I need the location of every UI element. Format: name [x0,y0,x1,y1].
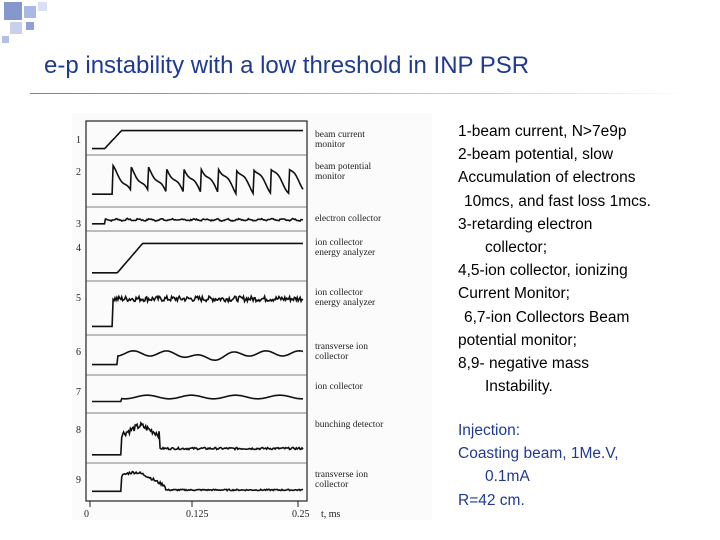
oscilloscope-figure: 1 2 3 4 5 6 7 8 9 beam current monitor beam potenti… [72,113,432,520]
trace-label: electron collector [315,214,382,224]
trace-label: transverse ion [315,470,368,480]
trace-label: collector [315,352,349,362]
description-line: 2-beam potential, slow [458,146,614,164]
title-underline [30,93,690,94]
injection-line: 0.1mA [485,468,530,486]
trace-7 [92,394,303,403]
row-number: 9 [76,475,81,486]
description-line: Instability. [485,378,553,396]
trace-label: bunching detector [315,420,384,430]
description-text: 1-beam current, N>7e9p 2-beam potential, … [458,120,708,398]
trace-label: monitor [315,140,346,150]
x-axis-unit: t, ms [321,509,341,520]
injection-line: R=42 cm. [458,491,525,509]
row-number: 4 [76,243,81,254]
trace-6 [92,349,304,366]
description-line: 3-retarding electron [458,215,593,233]
row-number: 5 [76,293,81,304]
x-tick-label: 0.125 [186,509,209,520]
row-number: 3 [76,219,81,230]
trace-label: collector [315,480,349,490]
trace-4 [92,242,303,274]
figure-frame [85,120,308,502]
trace-label: ion collector [315,382,364,392]
injection-line: Coasting beam, 1Me.V, [458,445,619,463]
trace-1 [92,129,303,150]
description-line: 1-beam current, N>7e9p [458,123,627,140]
description-line: 8,9- negative mass [458,355,589,373]
trace-label: ion collector [315,288,364,298]
description-line: collector; [485,239,548,257]
x-tick-label: 0.25 [292,509,310,520]
trace-label: beam potential [315,162,372,172]
trace-5 [92,293,304,328]
row-number: 2 [76,167,81,178]
trace-9 [92,470,304,493]
injection-text: Injection: Coasting beam, 1Me.V, 0.1mA R=42… [458,419,708,512]
trace-8 [92,420,304,456]
trace-label: beam current [315,130,365,140]
row-number: 7 [76,387,81,398]
trace-2 [92,162,304,197]
description-line: Current Monitor; [458,285,570,303]
corner-decoration [0,0,60,45]
description-line: potential monitor; [458,331,577,349]
trace-3 [92,217,304,225]
x-tick-label: 0 [84,509,89,520]
row-number: 1 [76,135,81,146]
description-line: 10mcs, and fast loss 1mcs. [464,192,651,210]
trace-label: energy analyzer [315,298,376,308]
trace-label: transverse ion [315,342,368,352]
description-line: Accumulation of electrons [458,169,636,187]
row-number: 8 [76,425,81,436]
row-number: 6 [76,347,81,358]
slide-title: e-p instability with a low threshold in … [44,52,530,79]
injection-line: Injection: [458,422,521,439]
trace-label: monitor [315,172,346,182]
description-line: 6,7-ion Collectors Beam [464,308,630,326]
description-line: 4,5-ion collector, ionizing [458,262,628,280]
trace-label: ion collector [315,238,364,248]
trace-label: energy analyzer [315,248,376,258]
